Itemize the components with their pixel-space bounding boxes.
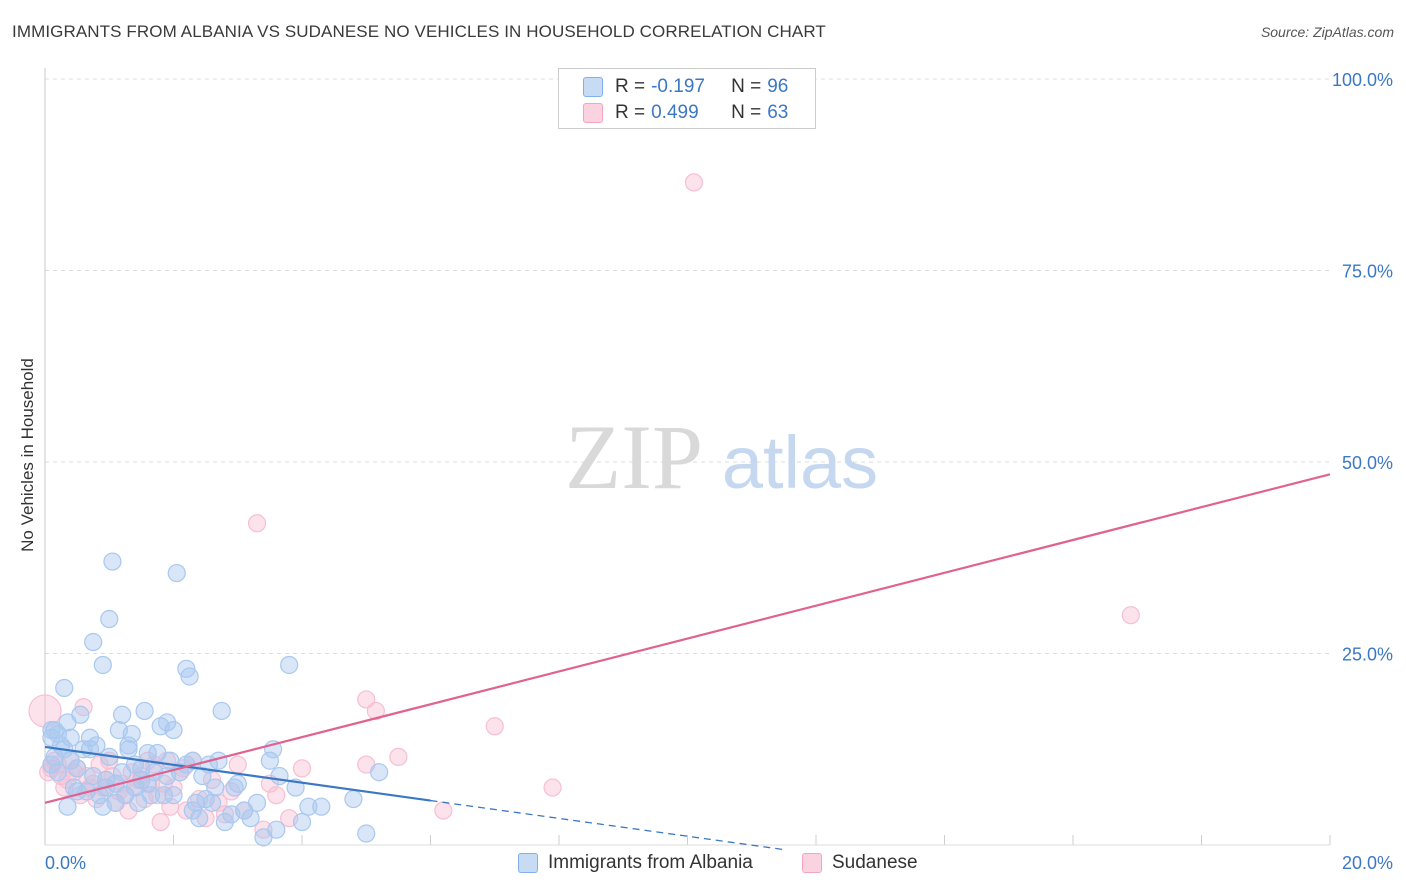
data-point	[260, 751, 279, 770]
y-tick-label: 100.0%	[1332, 70, 1393, 90]
legend-n-value: 96	[767, 76, 789, 97]
data-point	[228, 755, 247, 774]
data-point	[292, 759, 312, 778]
data-point	[247, 514, 267, 533]
data-point	[106, 793, 125, 812]
data-point	[206, 778, 225, 797]
data-point	[228, 774, 247, 793]
data-point	[270, 766, 289, 786]
data-point	[100, 609, 119, 629]
data-point	[48, 763, 67, 782]
data-point	[344, 789, 363, 809]
data-point	[154, 786, 173, 805]
data-point	[90, 755, 109, 774]
data-point	[267, 786, 286, 805]
data-point	[247, 793, 267, 812]
regression-lines	[44, 473, 1331, 851]
regression-extension-albania	[430, 799, 784, 851]
data-point	[370, 763, 389, 782]
data-point	[151, 812, 170, 832]
data-point	[167, 563, 186, 583]
data-point	[212, 701, 231, 721]
legend-swatch-albania	[583, 77, 603, 97]
data-point	[543, 778, 562, 797]
y-tick-label: 25.0%	[1342, 645, 1393, 665]
data-point	[122, 724, 141, 744]
data-point	[241, 809, 260, 828]
data-point	[254, 820, 273, 839]
data-point	[280, 655, 299, 675]
bottom-legend-swatch-albania	[518, 853, 538, 873]
data-point	[190, 809, 209, 828]
data-point	[119, 736, 138, 755]
data-point	[357, 824, 376, 843]
legend-row-sudanese: R = 0.499 N = 63	[583, 101, 788, 125]
legend-n-value: 63	[767, 102, 789, 123]
bottom-legend-label-sudanese: Sudanese	[832, 852, 918, 873]
data-point	[164, 720, 183, 740]
data-point	[71, 705, 90, 724]
correlation-legend: R = -0.197 N = 96 R = 0.499 N = 63	[558, 68, 816, 129]
data-point	[68, 759, 87, 778]
data-point	[267, 820, 286, 839]
data-point	[215, 805, 234, 824]
data-point	[138, 774, 157, 793]
watermark: ZIP atlas	[565, 406, 878, 508]
data-points	[28, 173, 1140, 847]
legend-r-label: R =	[615, 76, 646, 97]
data-point	[61, 728, 80, 747]
data-point	[58, 797, 77, 816]
regression-line-sudanese	[44, 473, 1331, 804]
watermark-atlas: atlas	[722, 421, 878, 504]
data-point	[186, 793, 206, 812]
bottom-legend-swatch-sudanese	[802, 853, 822, 873]
chart-title: IMMIGRANTS FROM ALBANIA VS SUDANESE NO V…	[12, 22, 826, 41]
data-point	[55, 678, 74, 698]
regression-line-albania	[44, 745, 431, 802]
legend-r-value: -0.197	[651, 76, 705, 97]
series-points	[42, 552, 389, 847]
data-point	[193, 766, 212, 786]
data-point	[684, 173, 704, 192]
data-point	[312, 797, 331, 816]
data-point	[119, 740, 138, 759]
data-point	[366, 701, 385, 721]
y-tick-label: 75.0%	[1342, 262, 1393, 282]
legend-r-label: R =	[615, 102, 646, 123]
watermark-zip: ZIP	[565, 406, 703, 508]
y-axis-label: No Vehicles in Household	[18, 358, 37, 552]
data-point	[84, 632, 103, 652]
data-point	[1121, 606, 1140, 625]
y-tick-label: 50.0%	[1342, 453, 1393, 473]
tick-labels: 25.0% 50.0% 75.0% 100.0% 0.0% 20.0%	[45, 70, 1393, 873]
data-point	[164, 778, 183, 797]
data-point	[292, 812, 312, 832]
data-point	[180, 667, 199, 686]
bottom-legend-sudanese: Sudanese	[802, 852, 918, 874]
x-tick-label: 0.0%	[45, 853, 86, 873]
legend-row-albania: R = -0.197 N = 96	[583, 75, 788, 99]
data-point	[299, 797, 318, 816]
data-point	[135, 701, 154, 721]
legend-swatch-sudanese	[583, 103, 603, 123]
source-label: Source: ZipAtlas.com	[1260, 24, 1394, 40]
legend-n-label: N =	[731, 102, 762, 123]
legend-r-value: 0.499	[651, 102, 699, 123]
x-tick-label: 20.0%	[1342, 853, 1393, 873]
data-point	[389, 747, 408, 767]
data-point	[93, 655, 112, 675]
data-point	[202, 793, 222, 812]
data-point	[485, 717, 504, 736]
data-point	[141, 786, 161, 805]
bottom-legend-label-albania: Immigrants from Albania	[548, 852, 753, 873]
bottom-legend-albania: Immigrants from Albania	[518, 852, 753, 874]
data-point	[112, 705, 132, 724]
data-point	[164, 786, 183, 805]
legend-n-label: N =	[731, 76, 762, 97]
data-point	[28, 694, 62, 728]
data-point	[434, 801, 453, 820]
data-point	[103, 552, 122, 571]
